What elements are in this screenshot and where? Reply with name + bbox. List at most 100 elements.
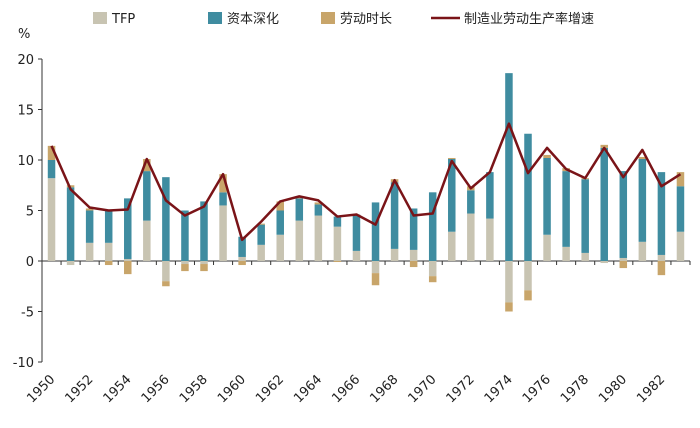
bar-segment-capital — [467, 190, 475, 214]
bar-segment-tfp — [352, 250, 361, 261]
bar-segment-capital — [219, 192, 227, 206]
x-tick-label: 1974 — [482, 372, 516, 406]
bar-segment-hours — [543, 154, 551, 158]
bar-segment-tfp — [448, 231, 456, 261]
bar-segment-capital — [162, 177, 170, 261]
bars — [47, 73, 685, 312]
legend-label-tfp: TFP — [111, 12, 135, 27]
bar-segment-capital — [143, 171, 151, 221]
bar-segment-capital — [448, 158, 456, 232]
bar-segment-capital — [524, 133, 532, 261]
bar-segment-tfp — [104, 242, 113, 261]
bar-segment-hours — [638, 156, 647, 159]
bar-segment-capital — [581, 179, 589, 253]
bar-segment-capital — [314, 204, 323, 216]
bar-segment-capital — [505, 73, 513, 261]
productivity-line — [50, 122, 682, 242]
x-tick-label: 1964 — [291, 372, 325, 406]
bar-segment-hours — [276, 201, 284, 211]
x-tick-label: 1972 — [444, 372, 478, 406]
y-tick-label: 15 — [17, 104, 34, 119]
bar-segment-tfp — [638, 241, 647, 261]
bar-segment-capital — [543, 157, 551, 235]
bar-segment-tfp — [181, 261, 189, 265]
bar-segment-capital — [352, 214, 361, 251]
x-tick-label: 1982 — [634, 372, 668, 406]
bar-segment-tfp — [257, 244, 265, 261]
bar-segment-hours — [104, 261, 113, 266]
bar-segment-tfp — [66, 261, 75, 266]
bar-segment-tfp — [428, 261, 437, 277]
x-tick-label: 1970 — [406, 372, 440, 406]
bar-segment-capital — [66, 187, 75, 261]
x-tick-label: 1966 — [329, 372, 363, 406]
x-tick-label: 1952 — [62, 372, 96, 406]
bar-segment-capital — [657, 172, 666, 255]
bar-segment-capital — [276, 210, 284, 235]
legend-swatch-tfp — [93, 12, 107, 24]
bar-segment-tfp — [124, 258, 132, 261]
bar-segment-capital — [638, 158, 647, 242]
bar-segment-hours — [314, 202, 323, 205]
bar-segment-hours — [600, 144, 608, 148]
bar-segment-tfp — [295, 220, 304, 261]
bar-segment-hours — [257, 223, 265, 225]
bar-segment-tfp — [409, 249, 418, 261]
bar-segment-tfp — [85, 242, 94, 261]
bar-segment-hours — [47, 145, 56, 160]
bar-segment-hours — [428, 276, 437, 283]
bar-segment-hours — [143, 158, 151, 172]
bar-segment-capital — [295, 198, 304, 221]
bar-segment-tfp — [219, 205, 227, 261]
bar-segment-capital — [200, 201, 208, 261]
x-tick-label: 1980 — [596, 372, 630, 406]
bar-segment-tfp — [543, 234, 551, 261]
bar-segment-capital — [104, 209, 113, 243]
legend-item-productivity: 制造业劳动生产率增速 — [431, 11, 594, 27]
bar-segment-tfp — [276, 234, 284, 261]
bar-segment-hours — [524, 290, 532, 301]
y-tick-label: -5 — [21, 306, 34, 321]
bar-segment-capital — [85, 210, 94, 243]
x-tick-label: 1958 — [177, 372, 211, 406]
bar-segment-capital — [181, 210, 189, 261]
bar-segment-tfp — [371, 261, 380, 274]
bar-segment-capital — [486, 172, 494, 219]
legend-swatch-hours — [321, 12, 335, 24]
bar-segment-tfp — [467, 213, 475, 261]
legend-item-capital: 资本深化 — [208, 12, 279, 27]
y-tick-label: -10 — [13, 356, 34, 371]
x-tick-label: 1962 — [253, 372, 287, 406]
bar-segment-capital — [619, 171, 628, 258]
legend-item-tfp: TFP — [93, 12, 135, 27]
bar-segment-hours — [200, 264, 208, 272]
bar-segment-tfp — [390, 248, 399, 261]
x-tick-label: 1956 — [139, 372, 173, 406]
y-tick-label: 5 — [26, 205, 34, 220]
bar-segment-tfp — [619, 257, 628, 261]
bar-segment-hours — [657, 261, 666, 276]
bar-segment-capital — [390, 182, 399, 249]
bar-segment-tfp — [657, 254, 666, 261]
x-tick-label: 1960 — [215, 372, 249, 406]
bar-segment-hours — [162, 281, 170, 287]
bar-segment-hours — [371, 273, 380, 286]
bar-segment-tfp — [162, 261, 170, 282]
legend: TFP 资本深化 劳动时长 制造业劳动生产率增速 — [93, 11, 594, 27]
bar-segment-hours — [181, 264, 189, 272]
bar-segment-tfp — [47, 178, 56, 261]
legend-label-productivity: 制造业劳动生产率增速 — [464, 11, 594, 27]
y-tick-label: 20 — [17, 53, 34, 68]
bar-segment-tfp — [200, 261, 208, 265]
legend-label-hours: 劳动时长 — [340, 11, 392, 27]
x-tick-label: 1968 — [367, 372, 401, 406]
bar-segment-capital — [428, 192, 437, 261]
bar-segment-hours — [448, 157, 456, 159]
bar-segment-capital — [124, 198, 132, 259]
bar-segment-capital — [257, 224, 265, 245]
legend-swatch-capital — [208, 12, 222, 24]
bar-segment-tfp — [676, 231, 685, 261]
x-tick-label: 1976 — [520, 372, 554, 406]
x-tick-label: 1950 — [24, 372, 58, 406]
